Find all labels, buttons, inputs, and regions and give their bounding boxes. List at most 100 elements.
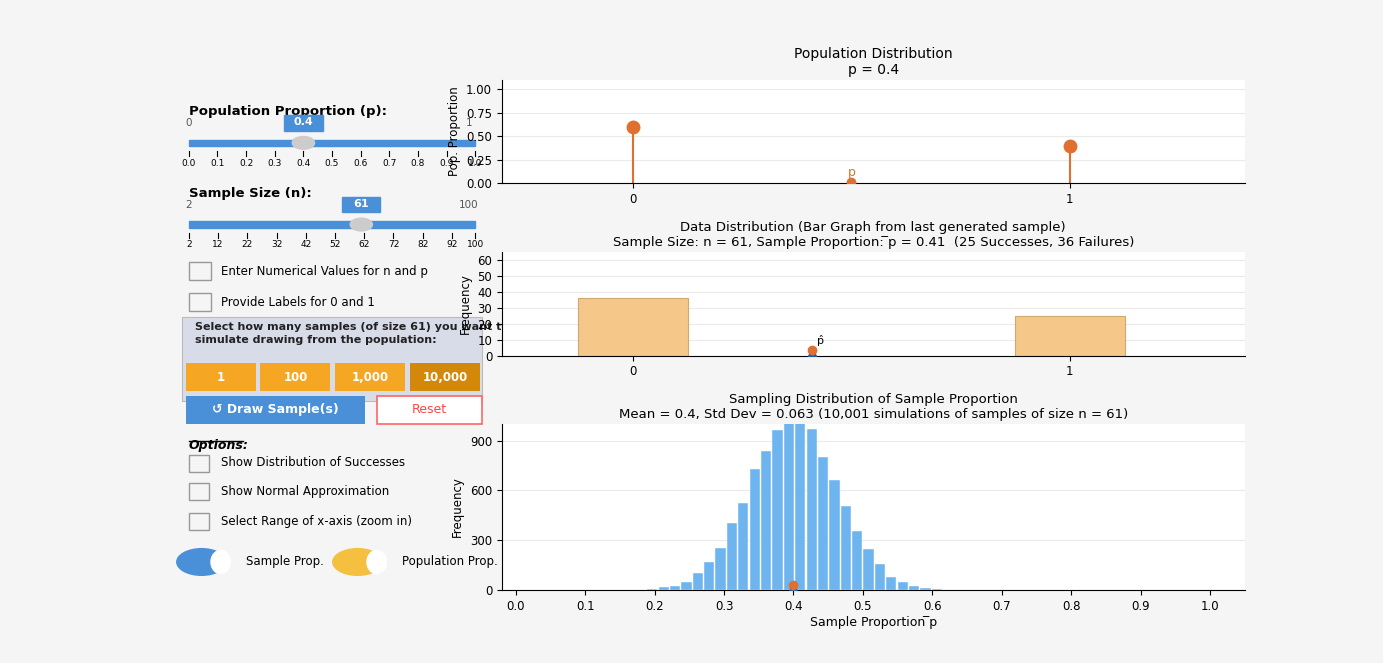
Text: 0.0: 0.0 xyxy=(181,158,196,168)
Text: 100: 100 xyxy=(284,371,307,384)
Bar xyxy=(658,587,669,590)
Bar xyxy=(772,430,783,590)
Bar xyxy=(185,363,256,391)
Bar xyxy=(578,298,687,355)
Text: 42: 42 xyxy=(300,241,311,249)
Text: 10,000: 10,000 xyxy=(422,371,467,384)
Bar xyxy=(682,582,692,590)
Bar xyxy=(335,363,405,391)
Bar xyxy=(909,586,920,590)
Text: 0.1: 0.1 xyxy=(210,158,224,168)
Bar xyxy=(704,562,715,590)
Ellipse shape xyxy=(210,550,231,574)
Bar xyxy=(795,423,805,590)
Text: 62: 62 xyxy=(358,241,369,249)
Text: Show Distribution of Successes: Show Distribution of Successes xyxy=(221,456,405,469)
Text: Options:: Options: xyxy=(189,440,249,452)
Bar xyxy=(920,587,931,590)
Text: 0.2: 0.2 xyxy=(239,158,253,168)
Text: 0: 0 xyxy=(185,118,192,128)
Text: 12: 12 xyxy=(213,241,224,249)
Bar xyxy=(784,417,794,590)
Text: 0.9: 0.9 xyxy=(440,158,454,168)
Bar xyxy=(887,577,896,590)
Bar xyxy=(189,483,209,500)
Text: Enter Numerical Values for n and p: Enter Numerical Values for n and p xyxy=(221,265,427,278)
Bar xyxy=(189,140,476,146)
Text: 100: 100 xyxy=(466,241,484,249)
Text: Sample Size (n):: Sample Size (n): xyxy=(189,187,311,200)
Bar xyxy=(376,396,481,424)
Title: Data Distribution (Bar Graph from last generated sample)
Sample Size: n = 61, Sa: Data Distribution (Bar Graph from last g… xyxy=(613,221,1134,249)
Text: 52: 52 xyxy=(329,241,340,249)
Text: p̂: p̂ xyxy=(817,335,824,346)
Text: 32: 32 xyxy=(271,241,282,249)
Ellipse shape xyxy=(350,218,372,231)
Bar xyxy=(727,523,737,590)
Bar xyxy=(189,513,209,530)
Ellipse shape xyxy=(332,548,383,576)
Bar xyxy=(830,481,839,590)
Bar xyxy=(898,582,907,590)
Text: 1,000: 1,000 xyxy=(351,371,389,384)
Bar xyxy=(189,293,212,311)
Text: Population Prop.: Population Prop. xyxy=(402,556,498,568)
Title: Population Distribution
p = 0.4: Population Distribution p = 0.4 xyxy=(794,47,953,77)
Bar xyxy=(285,115,322,131)
Text: 92: 92 xyxy=(447,241,458,249)
Bar xyxy=(875,564,885,590)
Text: p: p xyxy=(848,166,855,178)
Text: 0.3: 0.3 xyxy=(267,158,282,168)
Text: 0.8: 0.8 xyxy=(411,158,425,168)
Text: 1: 1 xyxy=(466,118,472,128)
Bar xyxy=(189,263,212,280)
Y-axis label: Frequency: Frequency xyxy=(451,477,465,538)
Bar xyxy=(841,507,851,590)
X-axis label: Sample Proportion ̅p: Sample Proportion ̅p xyxy=(809,615,936,629)
Bar xyxy=(260,363,331,391)
Text: 2: 2 xyxy=(185,241,192,249)
Text: 61: 61 xyxy=(354,199,369,209)
Text: 0.5: 0.5 xyxy=(325,158,339,168)
Bar xyxy=(715,548,726,590)
Bar xyxy=(761,451,772,590)
Text: 0.4: 0.4 xyxy=(293,117,314,127)
Text: 1.0: 1.0 xyxy=(467,158,483,168)
Text: 0.4: 0.4 xyxy=(296,158,311,168)
Bar xyxy=(342,197,380,212)
Bar xyxy=(750,469,759,590)
Bar xyxy=(1015,316,1124,355)
Text: simulate drawing from the population:: simulate drawing from the population: xyxy=(195,335,437,345)
Bar xyxy=(647,589,657,590)
Bar xyxy=(739,503,748,590)
Text: 82: 82 xyxy=(418,241,429,249)
Bar xyxy=(817,457,828,590)
Text: Provide Labels for 0 and 1: Provide Labels for 0 and 1 xyxy=(221,296,375,309)
Text: Select how many samples (of size 61) you want to: Select how many samples (of size 61) you… xyxy=(195,322,509,332)
Text: Reset: Reset xyxy=(412,403,447,416)
Bar xyxy=(183,317,481,401)
Text: Show Normal Approximation: Show Normal Approximation xyxy=(221,485,389,497)
Bar xyxy=(806,429,817,590)
Text: 100: 100 xyxy=(459,200,479,210)
Bar xyxy=(852,531,862,590)
Text: 0.6: 0.6 xyxy=(354,158,368,168)
Bar xyxy=(693,573,703,590)
Text: 72: 72 xyxy=(387,241,400,249)
Text: 1: 1 xyxy=(217,371,224,384)
Text: 22: 22 xyxy=(242,241,253,249)
Bar xyxy=(189,455,209,471)
Text: ↺ Draw Sample(s): ↺ Draw Sample(s) xyxy=(212,403,339,416)
Title: Sampling Distribution of Sample Proportion
Mean = 0.4, Std Dev = 0.063 (10,001 s: Sampling Distribution of Sample Proporti… xyxy=(618,394,1129,422)
Text: Population Proportion (p):: Population Proportion (p): xyxy=(189,105,387,118)
Y-axis label: Pop. Proportion: Pop. Proportion xyxy=(448,87,461,176)
Text: 2: 2 xyxy=(185,200,192,210)
Text: 0.7: 0.7 xyxy=(382,158,397,168)
Ellipse shape xyxy=(292,137,314,149)
Text: Select Range of x-axis (zoom in): Select Range of x-axis (zoom in) xyxy=(221,515,412,528)
Text: Sample Prop.: Sample Prop. xyxy=(246,556,324,568)
Bar xyxy=(669,586,680,590)
Bar xyxy=(409,363,480,391)
Ellipse shape xyxy=(176,548,227,576)
Bar xyxy=(932,589,942,590)
